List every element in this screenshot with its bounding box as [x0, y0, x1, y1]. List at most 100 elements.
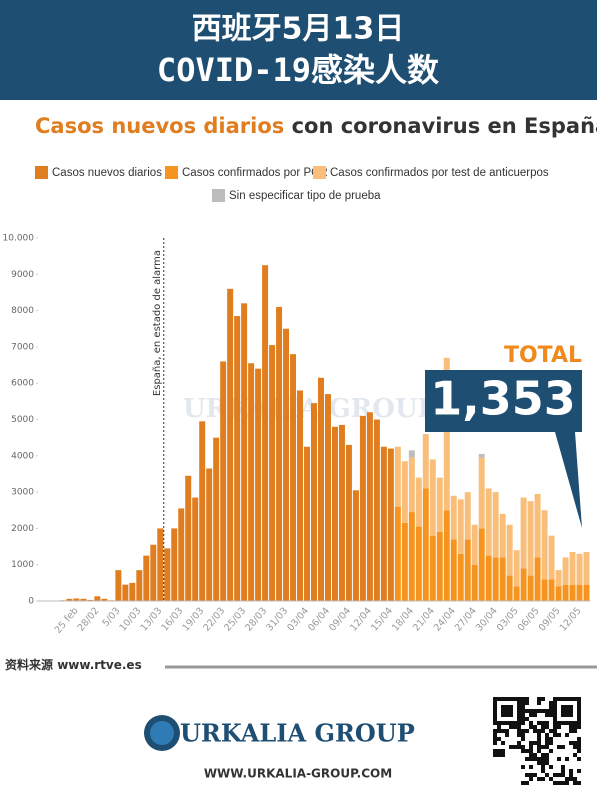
bar-segment [220, 361, 227, 601]
chart-title-part: con coronavirus en España [292, 114, 597, 138]
bar-segment [269, 345, 276, 601]
bar-segment [241, 303, 248, 601]
x-tick-label: 16/03 [159, 605, 185, 633]
qr-cell [501, 721, 505, 725]
bar-segment [541, 579, 548, 601]
qr-cell [533, 753, 537, 757]
qr-cell [577, 713, 581, 717]
x-tick-label: 19/03 [180, 605, 206, 633]
x-tick-label: 25/03 [222, 605, 248, 633]
bar-segment [213, 437, 220, 601]
bar-segment [492, 492, 499, 558]
qr-cell [537, 729, 541, 733]
qr-cell [537, 721, 541, 725]
total-label: TOTAL [504, 343, 582, 368]
qr-cell [569, 721, 573, 725]
bar-segment [506, 575, 513, 601]
qr-cell [569, 773, 573, 777]
qr-cell [525, 709, 529, 713]
qr-cell [517, 729, 521, 733]
qr-cell [541, 721, 545, 725]
qr-cell [557, 721, 561, 725]
legend-swatch [313, 166, 326, 179]
qr-cell [569, 709, 573, 713]
qr-cell [537, 761, 541, 765]
qr-cell [577, 721, 581, 725]
qr-cell [529, 745, 533, 749]
qr-cell [577, 709, 581, 713]
bar-segment [450, 495, 457, 540]
bar-segment [115, 570, 122, 601]
qr-cell [553, 773, 557, 777]
qr-cell [577, 769, 581, 773]
qr-cell [521, 697, 525, 701]
qr-cell [573, 729, 577, 733]
bar-segment [373, 419, 380, 601]
qr-cell [493, 717, 497, 721]
qr-cell [529, 725, 533, 729]
bar-segment [457, 499, 464, 554]
legend-label: Casos confirmados por test de anticuerpo… [330, 167, 549, 179]
qr-cell [561, 765, 565, 769]
qr-cell [553, 781, 557, 785]
x-tick-label: 03/04 [285, 605, 311, 633]
qr-cell [525, 717, 529, 721]
qr-cell [561, 721, 565, 725]
qr-cell [529, 757, 533, 761]
qr-cell [557, 773, 561, 777]
qr-cell [529, 777, 533, 781]
x-tick-label: 03/05 [495, 605, 521, 633]
qr-cell [553, 697, 557, 701]
y-tick-label: 5000 [11, 415, 34, 425]
y-tick-label: 4000 [11, 451, 34, 461]
x-tick-label: 24/04 [432, 605, 458, 633]
bar-segment [164, 548, 171, 601]
qr-cell [493, 729, 497, 733]
bar-segment [324, 394, 331, 601]
qr-cell [557, 725, 561, 729]
qr-cell [549, 737, 553, 741]
qr-cell [529, 713, 533, 717]
qr-cell [521, 749, 525, 753]
qr-cell [493, 733, 497, 737]
qr-cell [573, 745, 577, 749]
qr-cell [525, 729, 529, 733]
qr-cell [549, 777, 553, 781]
qr-cell [553, 733, 557, 737]
qr-cell [501, 705, 505, 709]
qr-cell [537, 701, 541, 705]
qr-cell [565, 697, 569, 701]
qr-cell [577, 745, 581, 749]
bar-segment [185, 475, 192, 601]
qr-cell [541, 729, 545, 733]
qr-cell [493, 737, 497, 741]
callout-box [425, 370, 582, 528]
qr-cell [545, 737, 549, 741]
qr-cell [505, 697, 509, 701]
bar-segment [394, 506, 401, 601]
qr-cell [557, 733, 561, 737]
qr-cell [521, 705, 525, 709]
qr-cell [521, 737, 525, 741]
y-tick-label: 3000 [11, 488, 34, 498]
qr-cell [561, 697, 565, 701]
bar-segment [122, 584, 129, 601]
qr-cell [549, 765, 553, 769]
bar-segment [429, 535, 436, 601]
bar-segment [380, 446, 387, 601]
bar-segment [101, 598, 108, 601]
y-tick-label: 1000 [11, 560, 34, 570]
bar-segment [150, 544, 157, 601]
bar-segment [199, 421, 206, 601]
qr-cell [517, 733, 521, 737]
x-tick-label: 27/04 [453, 605, 479, 633]
bar-segment [499, 513, 506, 558]
qr-cell [497, 749, 501, 753]
qr-cell [509, 709, 513, 713]
qr-code [493, 697, 581, 785]
qr-cell [529, 709, 533, 713]
header-title: 西班牙5月13日 [192, 12, 405, 47]
bar-segment [513, 550, 520, 587]
bar-segment [311, 403, 317, 601]
source: 资料来源 www.rtve.es [5, 657, 142, 672]
